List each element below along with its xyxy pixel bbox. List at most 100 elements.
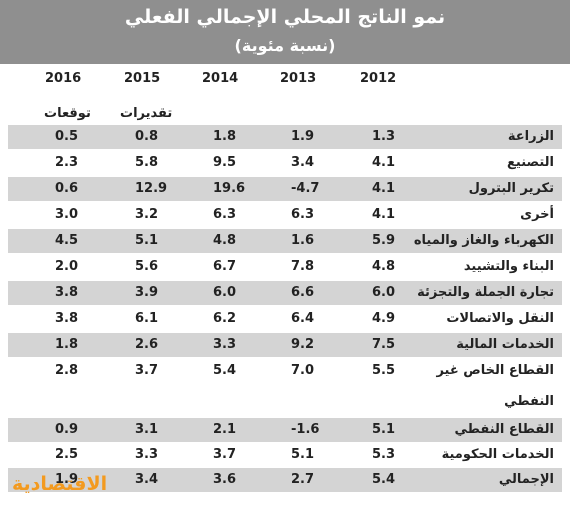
cell-2015: 3.1 [135, 422, 159, 437]
cell-2013: -1.6 [291, 422, 320, 437]
row-label: الكهرباء والغاز والمياه [413, 233, 554, 248]
table-row: الخدمات الحكومية 5.3 5.1 3.7 3.3 2.5 [8, 443, 562, 467]
cell-2014: 9.5 [213, 155, 237, 170]
cell-2014: 19.6 [213, 181, 246, 196]
cell-2016: 3.0 [55, 207, 79, 222]
cell-2013: 7.8 [291, 259, 315, 274]
year-header-2012: 2012 [360, 71, 397, 86]
cell-2012: 1.3 [372, 129, 396, 144]
cell-2015: 12.9 [135, 181, 168, 196]
cell-2012: 4.1 [372, 181, 396, 196]
cell-2015: 3.7 [135, 363, 159, 378]
cell-2016: 4.5 [55, 233, 79, 248]
cell-2015: 3.4 [135, 472, 159, 487]
table-row: الخدمات المالية 7.5 9.2 3.3 2.6 1.8 [8, 333, 562, 357]
cell-2014: 6.2 [213, 311, 237, 326]
cell-2014: 3.3 [213, 337, 237, 352]
cell-2016: 0.9 [55, 422, 79, 437]
cell-2014: 5.4 [213, 363, 237, 378]
year-header-2016: 2016 [45, 71, 82, 86]
cell-2016: 0.6 [55, 181, 79, 196]
cell-2012: 7.5 [372, 337, 396, 352]
cell-2014: 3.7 [213, 447, 237, 462]
row-label: تكرير البترول [468, 181, 554, 196]
cell-2014: 6.0 [213, 285, 237, 300]
table-row: القطاع الخاص غير 5.5 7.0 5.4 3.7 2.8 [8, 359, 562, 383]
cell-2016: 3.8 [55, 285, 79, 300]
cell-2016: 0.5 [55, 129, 79, 144]
cell-2016: 2.3 [55, 155, 79, 170]
cell-2012: 5.4 [372, 472, 396, 487]
cell-2012: 4.1 [372, 207, 396, 222]
cell-2014: 3.6 [213, 472, 237, 487]
cell-2013: 9.2 [291, 337, 315, 352]
cell-2013: 6.4 [291, 311, 315, 326]
table-row: الإجمالي 5.4 2.7 3.6 3.4 1.9 [8, 468, 562, 492]
cell-2016: 1.8 [55, 337, 79, 352]
cell-2015: 5.8 [135, 155, 159, 170]
table-header: نمو الناتج المحلي الإجمالي الفعلي (نسبة … [0, 0, 570, 64]
cell-2016: 1.9 [55, 472, 79, 487]
cell-2014: 4.8 [213, 233, 237, 248]
row-label: النقل والاتصالات [446, 311, 554, 326]
cell-2012: 5.9 [372, 233, 396, 248]
cell-2012: 4.1 [372, 155, 396, 170]
cell-2012: 5.1 [372, 422, 396, 437]
cell-2014: 6.3 [213, 207, 237, 222]
cell-2012: 4.8 [372, 259, 396, 274]
row-label: القطاع الخاص غير [436, 363, 554, 378]
cell-2015: 3.2 [135, 207, 159, 222]
cell-2016: 2.0 [55, 259, 79, 274]
cell-2012: 4.9 [372, 311, 396, 326]
year-header-2015: 2015 [124, 71, 161, 86]
row-label-continuation: النفطي [504, 394, 554, 409]
cell-2015: 6.1 [135, 311, 159, 326]
table-row: القطاع النفطي 5.1 -1.6 2.1 3.1 0.9 [8, 418, 562, 442]
cell-2012: 6.0 [372, 285, 396, 300]
cell-2012: 5.3 [372, 447, 396, 462]
cell-2013: 6.3 [291, 207, 315, 222]
cell-2013: 1.6 [291, 233, 315, 248]
cell-2016: 2.5 [55, 447, 79, 462]
estimates-note: تقديرات [120, 106, 173, 121]
row-label: القطاع النفطي [454, 422, 554, 437]
cell-2015: 0.8 [135, 129, 159, 144]
cell-2013: 5.1 [291, 447, 315, 462]
cell-2014: 1.8 [213, 129, 237, 144]
cell-2015: 2.6 [135, 337, 159, 352]
year-header-2014: 2014 [202, 71, 239, 86]
table-row: تكرير البترول 4.1 -4.7 19.6 12.9 0.6 [8, 177, 562, 201]
row-label: التصنيع [507, 155, 554, 170]
row-label: أخرى [520, 207, 554, 222]
table-subtitle: (نسبة مئوية) [234, 36, 336, 55]
cell-2016: 2.8 [55, 363, 79, 378]
cell-2015: 3.9 [135, 285, 159, 300]
row-label: الخدمات الحكومية [441, 447, 554, 462]
table-row: أخرى 4.1 6.3 6.3 3.2 3.0 [8, 203, 562, 227]
cell-2013: 2.7 [291, 472, 315, 487]
cell-2016: 3.8 [55, 311, 79, 326]
table-row: البناء والتشييد 4.8 7.8 6.7 5.6 2.0 [8, 255, 562, 279]
table-title: نمو الناتج المحلي الإجمالي الفعلي [124, 6, 446, 28]
publisher-logo: الاقتصادية [12, 473, 108, 495]
table-row: الزراعة 1.3 1.9 1.8 0.8 0.5 [8, 125, 562, 149]
cell-2013: -4.7 [291, 181, 320, 196]
cell-2014: 2.1 [213, 422, 237, 437]
cell-2015: 3.3 [135, 447, 159, 462]
cell-2013: 6.6 [291, 285, 315, 300]
row-label: البناء والتشييد [463, 259, 554, 274]
year-header-2013: 2013 [280, 71, 317, 86]
cell-2015: 5.6 [135, 259, 159, 274]
forecast-note: توقعات [44, 106, 91, 121]
cell-2013: 1.9 [291, 129, 315, 144]
row-label: الإجمالي [498, 472, 554, 487]
cell-2013: 7.0 [291, 363, 315, 378]
row-label: الخدمات المالية [456, 337, 554, 352]
cell-2013: 3.4 [291, 155, 315, 170]
cell-2012: 5.5 [372, 363, 396, 378]
table-row: الكهرباء والغاز والمياه 5.9 1.6 4.8 5.1 … [8, 229, 562, 253]
table-row: التصنيع 4.1 3.4 9.5 5.8 2.3 [8, 151, 562, 175]
cell-2014: 6.7 [213, 259, 237, 274]
row-label: الزراعة [507, 129, 554, 144]
row-label: تجارة الجملة والتجزئة [417, 285, 554, 300]
